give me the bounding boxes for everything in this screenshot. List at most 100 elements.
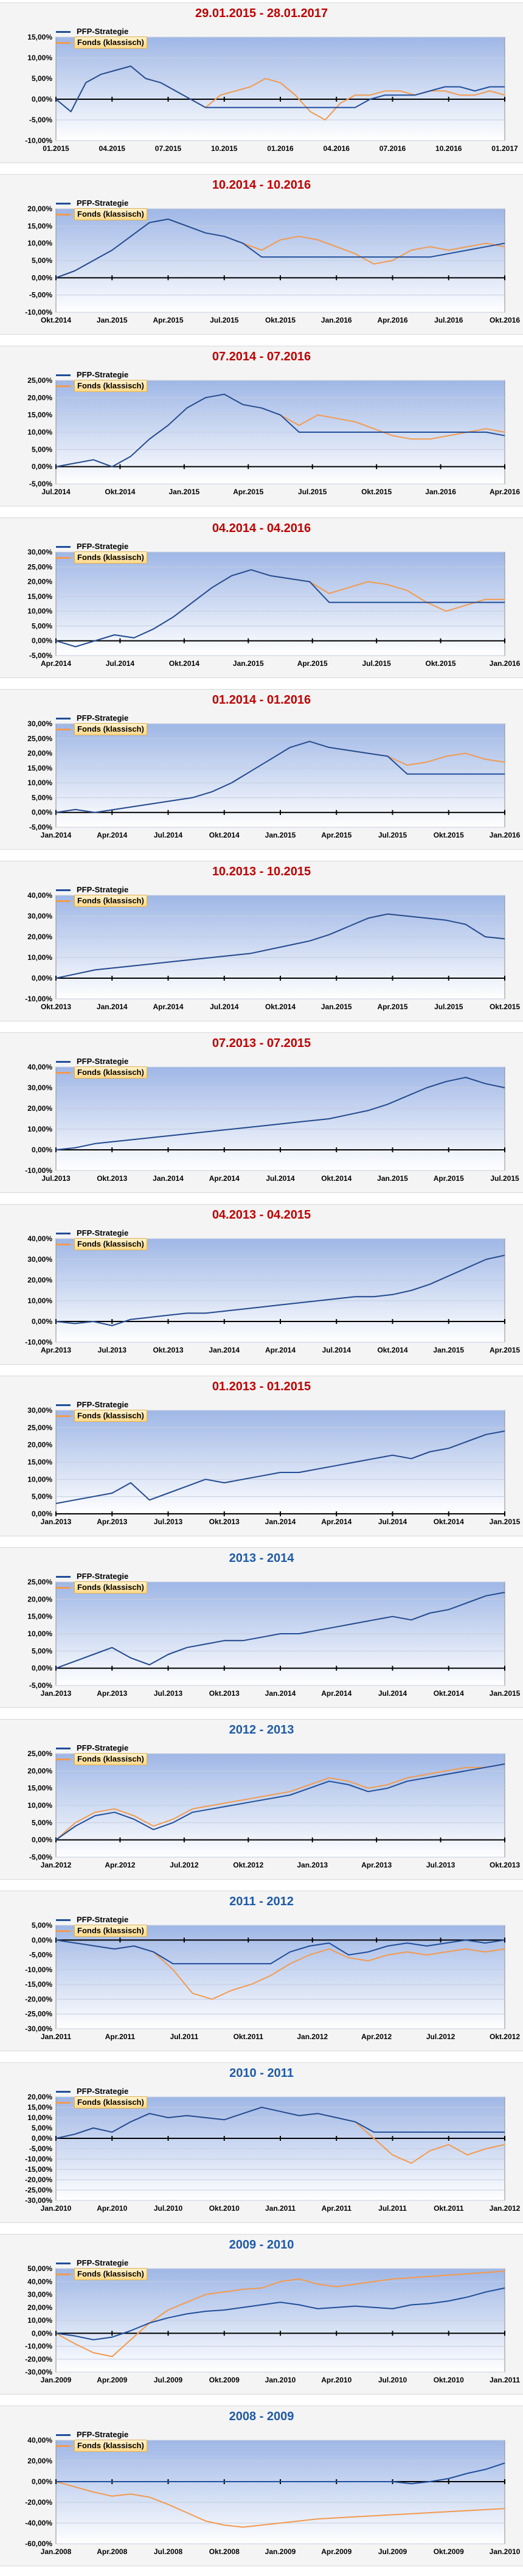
x-tick-label: Okt.2015 (426, 659, 456, 668)
y-tick-label: 10,00% (27, 239, 52, 248)
legend-label: PFP-Strategie (77, 1057, 129, 1066)
chart-svg: 40,00%30,00%20,00%10,00%0,00%-10,00%Apr.… (25, 1234, 520, 1354)
legend-item-fonds: Fonds (klassisch) (56, 208, 147, 220)
x-tick-label: Jan.2014 (41, 831, 72, 839)
legend-item-fonds: Fonds (klassisch) (56, 1753, 147, 1765)
y-tick-label: 20,00% (27, 393, 52, 402)
y-tick-label: 5,00% (32, 256, 52, 265)
legend-swatch (56, 1747, 71, 1749)
y-tick-label: 5,00% (32, 445, 52, 453)
x-tick-label: Apr.2014 (321, 1517, 352, 1526)
y-tick-label: 30,00% (27, 1255, 52, 1264)
x-tick-label: Okt.2014 (105, 488, 135, 496)
legend-label: Fonds (klassisch) (74, 1066, 147, 1079)
chart-legend: PFP-Strategie Fonds (klassisch) (56, 2086, 147, 2109)
y-tick-label: 0,00% (32, 1510, 52, 1518)
series-line-pfp (55, 1430, 505, 1504)
chart-panel: 2013 - 2014 25,00% 20,00% 15,00% 10,00% 5,00%… (0, 1547, 523, 1708)
chart-panel: 10.2014 - 10.2016 20,00% 15,00% 10,00% 5,00%… (0, 174, 523, 335)
y-tick-label: 15,00% (27, 1784, 52, 1793)
y-tick-label: 10,00% (27, 54, 52, 62)
x-tick-label: Jan.2015 (433, 1346, 464, 1354)
chart-title: 01.2014 - 01.2016 (212, 693, 311, 707)
x-tick-label: Jul.2014 (106, 659, 135, 668)
legend-item-fonds: Fonds (klassisch) (56, 1925, 147, 1937)
y-tick-label: 10,00% (27, 607, 52, 615)
chart-legend: PFP-Strategie Fonds (klassisch) (56, 1743, 147, 1765)
legend-swatch (56, 900, 71, 902)
chart-legend: PFP-Strategie Fonds (klassisch) (56, 1056, 147, 1079)
legend-swatch (56, 213, 71, 215)
x-tick-label: Jan.2015 (490, 1517, 521, 1526)
y-tick-label: 15,00% (27, 1458, 52, 1466)
y-tick-label: 40,00% (27, 1063, 52, 1071)
series-line-pfp (55, 219, 505, 279)
legend-item-fonds: Fonds (klassisch) (56, 895, 147, 907)
legend-label: Fonds (klassisch) (74, 1753, 147, 1765)
y-tick-label: 25,00% (27, 1749, 52, 1758)
x-tick-label: Jan.2010 (265, 2376, 296, 2384)
chart-title: 29.01.2015 - 28.01.2017 (195, 7, 328, 20)
x-tick-label: Jul.2015 (298, 488, 327, 496)
x-tick-label: Jan.2015 (321, 1003, 352, 1011)
x-tick-label: Jul.2013 (41, 1174, 71, 1183)
x-tick-label: Jul.2014 (210, 1003, 239, 1011)
y-tick-label: 15,00% (27, 33, 52, 41)
legend-item-fonds: Fonds (klassisch) (56, 1066, 147, 1079)
y-tick-label: 5,00% (32, 1921, 52, 1930)
legend-label: Fonds (klassisch) (74, 723, 147, 735)
x-tick-label: Jan.2010 (41, 2204, 72, 2213)
y-tick-label: 20,00% (27, 1104, 52, 1113)
y-tick-label: -40,00% (25, 2519, 52, 2527)
x-tick-label: Okt.2014 (377, 1346, 407, 1354)
legend-label: Fonds (klassisch) (74, 380, 147, 392)
x-tick-label: Okt.2013 (41, 1003, 71, 1011)
y-tick-label: 20,00% (27, 2093, 52, 2101)
legend-item-fonds: Fonds (klassisch) (56, 1410, 147, 1422)
x-tick-label: Apr.2015 (233, 488, 263, 496)
chart-title: 2009 - 2010 (229, 2238, 294, 2252)
chart-svg: 30,00% 25,00% 20,00% 15,00% 10,00% 5,00% 0,00%… (27, 719, 520, 839)
x-tick-label: Okt.2014 (265, 1003, 296, 1011)
x-tick-label: 10.2015 (211, 144, 238, 153)
y-tick-label: 0,00% (32, 1317, 52, 1326)
chart-title: 04.2014 - 04.2016 (212, 522, 311, 535)
x-tick-label: Jan.2013 (41, 1689, 72, 1698)
chart-svg: 25,00% 20,00% 15,00% 10,00% 5,00% 0,00% -5,00%… (27, 376, 520, 496)
y-tick-label: -5,00% (29, 651, 52, 660)
x-tick-label: Apr.2015 (434, 1174, 464, 1183)
chart-panel: 04.2014 - 04.2016 30,00% 25,00% 20,00% 15,00… (0, 517, 523, 678)
x-tick-label: Jan.2015 (97, 316, 128, 324)
y-tick-label: 5,00% (32, 1818, 52, 1827)
x-tick-label: Apr.2008 (97, 2547, 127, 2556)
x-tick-label: Apr.2016 (490, 488, 520, 496)
chart-legend: PFP-Strategie Fonds (klassisch) (56, 541, 147, 564)
y-tick-label: 0,00% (32, 273, 52, 282)
y-tick-label: -20,00% (25, 2175, 52, 2184)
legend-item-fonds: Fonds (klassisch) (56, 37, 147, 49)
chart-legend: PFP-Strategie Fonds (klassisch) (56, 2429, 147, 2452)
y-tick-label: 20,00% (27, 1766, 52, 1775)
chart-legend: PFP-Strategie Fonds (klassisch) (56, 1571, 147, 1594)
legend-label: PFP-Strategie (77, 885, 129, 894)
legend-label: PFP-Strategie (77, 1572, 129, 1581)
y-tick-label: 20,00% (27, 749, 52, 758)
y-tick-label: -5,00% (29, 1951, 52, 1959)
y-tick-label: 5,00% (32, 2124, 52, 2132)
x-tick-label: Okt.2013 (490, 1861, 520, 1869)
x-tick-label: Jul.2016 (434, 316, 463, 324)
x-tick-label: Apr.2010 (97, 2204, 127, 2213)
x-tick-label: Okt.2016 (490, 316, 520, 324)
x-tick-label: Apr.2009 (97, 2376, 127, 2384)
x-tick-label: Apr.2009 (321, 2547, 352, 2556)
x-tick-label: Jul.2015 (362, 659, 391, 668)
series-line-pfp (55, 1592, 505, 1669)
legend-item-pfp: PFP-Strategie (56, 2086, 147, 2097)
x-tick-label: Okt.2014 (321, 1174, 352, 1183)
y-tick-label: 30,00% (27, 548, 52, 556)
x-tick-label: Jan.2011 (265, 2204, 296, 2213)
chart-panel: 01.2014 - 01.2016 30,00% 25,00% 20,00% 15,00… (0, 689, 523, 850)
legend-label: Fonds (klassisch) (74, 895, 147, 907)
y-tick-label: 15,00% (27, 764, 52, 772)
legend-swatch (56, 1758, 71, 1760)
